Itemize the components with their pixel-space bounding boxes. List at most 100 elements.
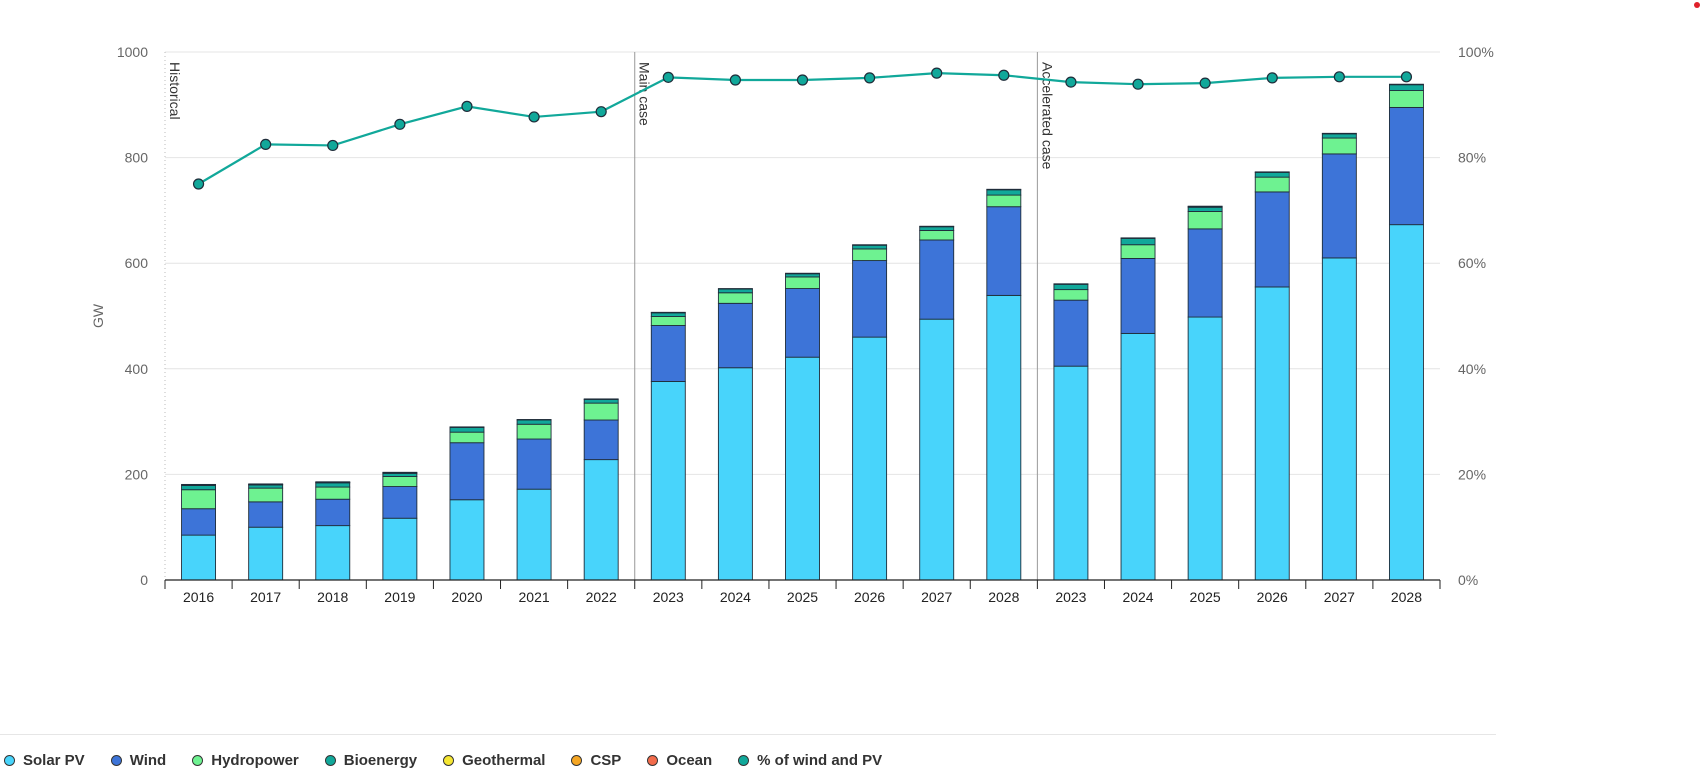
bar-segment-bio[interactable] [315, 482, 351, 488]
bar-segment-geo[interactable] [1321, 132, 1357, 135]
bar-segment-bio[interactable] [248, 484, 284, 489]
bar-segment-solar[interactable] [382, 517, 418, 581]
bar-segment-bio[interactable] [181, 485, 217, 491]
bar-segment-hydro[interactable] [382, 476, 418, 487]
bar-segment-solar[interactable] [1120, 332, 1156, 581]
bar-segment-wind[interactable] [516, 438, 552, 490]
bar-segment-bio[interactable] [1388, 84, 1424, 91]
share-point[interactable] [864, 72, 876, 84]
bar-segment-wind[interactable] [650, 325, 686, 382]
bar-segment-hydro[interactable] [449, 431, 485, 444]
bar-segment-geo[interactable] [583, 398, 619, 400]
share-point[interactable] [931, 67, 943, 79]
bar-segment-bio[interactable] [516, 419, 552, 425]
bar-segment-hydro[interactable] [516, 423, 552, 440]
bar-segment-hydro[interactable] [583, 402, 619, 421]
bar-segment-geo[interactable] [717, 288, 753, 290]
bar-segment-csp[interactable] [1187, 205, 1223, 208]
share-point[interactable] [461, 100, 473, 112]
bar-segment-solar[interactable] [919, 318, 955, 581]
bar-segment-geo[interactable] [1053, 283, 1089, 285]
legend-item-hydropower[interactable]: Hydropower [192, 752, 299, 769]
share-point[interactable] [998, 69, 1010, 81]
bar-segment-solar[interactable] [1187, 316, 1223, 581]
bar-segment-hydro[interactable] [248, 487, 284, 503]
bar-segment-wind[interactable] [583, 419, 619, 461]
bar-segment-wind[interactable] [382, 486, 418, 519]
share-point[interactable] [1333, 71, 1345, 83]
legend-item-share-wind-pv[interactable]: % of wind and PV [738, 752, 882, 769]
share-point[interactable] [1199, 77, 1211, 89]
bar-segment-geo[interactable] [919, 225, 955, 228]
bar-segment-solar[interactable] [248, 526, 284, 581]
bar-segment-csp[interactable] [248, 483, 284, 485]
bar-segment-wind[interactable] [852, 260, 888, 338]
bar-segment-geo[interactable] [449, 426, 485, 428]
bar-segment-bio[interactable] [717, 288, 753, 294]
bar-segment-hydro[interactable] [1388, 90, 1424, 108]
legend-item-geothermal[interactable]: Geothermal [443, 752, 545, 769]
legend-item-bioenergy[interactable]: Bioenergy [324, 752, 417, 769]
bar-segment-wind[interactable] [1053, 299, 1089, 367]
bar-segment-solar[interactable] [516, 488, 552, 581]
bar-segment-solar[interactable] [583, 459, 619, 581]
share-point[interactable] [528, 111, 540, 123]
bar-segment-bio[interactable] [919, 226, 955, 231]
bar-segment-wind[interactable] [315, 498, 351, 527]
share-point[interactable] [595, 106, 607, 118]
bar-segment-wind[interactable] [1254, 191, 1290, 288]
bar-segment-bio[interactable] [449, 426, 485, 433]
bar-segment-hydro[interactable] [1053, 289, 1089, 301]
bar-segment-bio[interactable] [986, 189, 1022, 196]
bar-segment-hydro[interactable] [1254, 176, 1290, 193]
bar-segment-bio[interactable] [1254, 171, 1290, 178]
bar-segment-csp[interactable] [315, 481, 351, 483]
bar-segment-wind[interactable] [181, 508, 217, 536]
bar-segment-solar[interactable] [650, 381, 686, 581]
bar-segment-bio[interactable] [382, 472, 418, 477]
bar-segment-solar[interactable] [986, 294, 1022, 581]
bar-segment-wind[interactable] [1321, 153, 1357, 259]
bar-segment-solar[interactable] [1388, 224, 1424, 581]
bar-segment-hydro[interactable] [785, 276, 820, 289]
bar-segment-wind[interactable] [1120, 257, 1156, 334]
bar-segment-bio[interactable] [650, 312, 686, 317]
bar-segment-wind[interactable] [1187, 228, 1223, 318]
bar-segment-hydro[interactable] [181, 489, 217, 510]
legend-item-solar-pv[interactable]: Solar PV [4, 752, 85, 769]
bar-segment-hydro[interactable] [986, 194, 1022, 208]
legend-item-ocean[interactable]: Ocean [647, 752, 712, 769]
bar-segment-wind[interactable] [449, 442, 485, 501]
legend-item-wind[interactable]: Wind [110, 752, 166, 769]
bar-segment-hydro[interactable] [315, 486, 351, 500]
share-point[interactable] [1266, 72, 1278, 84]
legend-item-csp[interactable]: CSP [571, 752, 621, 769]
bar-segment-bio[interactable] [1053, 283, 1089, 291]
bar-segment-geo[interactable] [1120, 237, 1156, 239]
bar-segment-solar[interactable] [1321, 257, 1357, 581]
bar-segment-geo[interactable] [852, 244, 888, 246]
bar-segment-wind[interactable] [1388, 106, 1424, 226]
share-point[interactable] [662, 71, 674, 83]
bar-segment-wind[interactable] [248, 501, 284, 528]
bar-segment-bio[interactable] [1120, 237, 1156, 246]
share-point[interactable] [1132, 78, 1144, 90]
bar-segment-solar[interactable] [449, 499, 485, 581]
bar-segment-wind[interactable] [717, 302, 753, 369]
bar-segment-solar[interactable] [181, 534, 217, 581]
share-point[interactable] [260, 138, 272, 150]
bar-segment-solar[interactable] [717, 367, 753, 581]
bar-segment-hydro[interactable] [1187, 211, 1223, 230]
share-point[interactable] [729, 74, 741, 86]
bar-segment-hydro[interactable] [1120, 244, 1156, 259]
bar-segment-csp[interactable] [181, 483, 217, 486]
bar-segment-geo[interactable] [1388, 83, 1424, 86]
share-point[interactable] [1400, 71, 1413, 83]
bar-segment-geo[interactable] [785, 272, 820, 275]
bar-segment-geo[interactable] [650, 311, 686, 314]
bar-segment-hydro[interactable] [650, 316, 686, 326]
bar-segment-geo[interactable] [1254, 171, 1290, 173]
bar-segment-hydro[interactable] [1321, 137, 1357, 155]
bar-segment-csp[interactable] [382, 471, 418, 474]
bar-segment-geo[interactable] [516, 419, 552, 421]
